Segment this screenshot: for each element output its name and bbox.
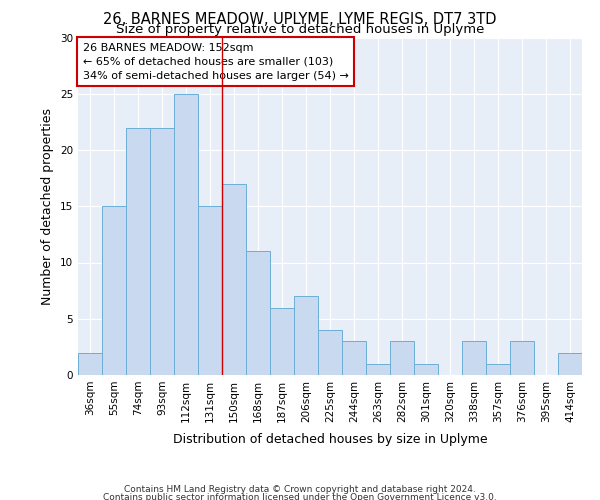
Bar	[390, 341, 414, 375]
Bar	[270, 308, 294, 375]
Bar	[558, 352, 582, 375]
Bar	[198, 206, 222, 375]
Bar	[174, 94, 198, 375]
Bar	[510, 341, 534, 375]
Bar	[486, 364, 510, 375]
Bar	[366, 364, 390, 375]
Text: 26 BARNES MEADOW: 152sqm
← 65% of detached houses are smaller (103)
34% of semi-: 26 BARNES MEADOW: 152sqm ← 65% of detach…	[83, 42, 349, 80]
Bar	[294, 296, 318, 375]
Bar	[246, 251, 270, 375]
Bar	[78, 352, 102, 375]
Text: Contains HM Land Registry data © Crown copyright and database right 2024.: Contains HM Land Registry data © Crown c…	[124, 485, 476, 494]
Bar	[342, 341, 366, 375]
Bar	[150, 128, 174, 375]
X-axis label: Distribution of detached houses by size in Uplyme: Distribution of detached houses by size …	[173, 433, 487, 446]
Text: Contains public sector information licensed under the Open Government Licence v3: Contains public sector information licen…	[103, 492, 497, 500]
Bar	[462, 341, 486, 375]
Bar	[318, 330, 342, 375]
Y-axis label: Number of detached properties: Number of detached properties	[41, 108, 55, 304]
Bar	[414, 364, 438, 375]
Bar	[222, 184, 246, 375]
Bar	[102, 206, 126, 375]
Text: 26, BARNES MEADOW, UPLYME, LYME REGIS, DT7 3TD: 26, BARNES MEADOW, UPLYME, LYME REGIS, D…	[103, 12, 497, 28]
Bar	[126, 128, 150, 375]
Text: Size of property relative to detached houses in Uplyme: Size of property relative to detached ho…	[116, 22, 484, 36]
